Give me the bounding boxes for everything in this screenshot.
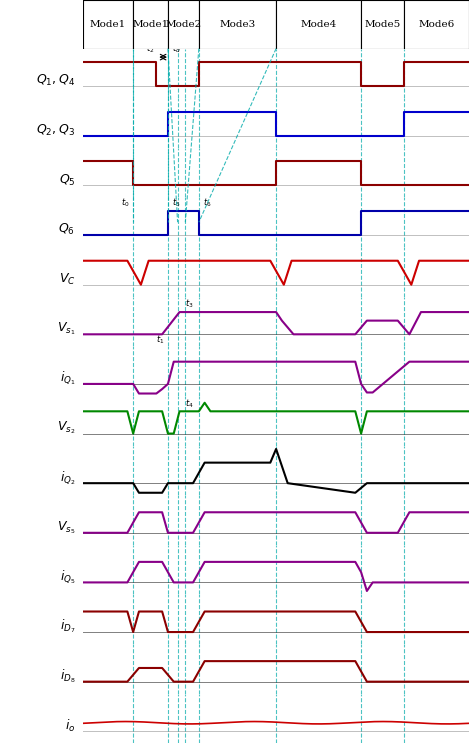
Bar — [83, 0, 133, 49]
Text: $i_{Q_2}$: $i_{Q_2}$ — [60, 469, 75, 486]
Text: $t_3$: $t_3$ — [185, 298, 194, 311]
Text: $Q_5$: $Q_5$ — [59, 173, 75, 187]
Text: Mode5: Mode5 — [364, 19, 401, 29]
Bar — [199, 0, 276, 49]
Text: $i_{D_7}$: $i_{D_7}$ — [60, 618, 75, 636]
Text: $V_C$: $V_C$ — [59, 272, 75, 287]
Text: $Q_6$: $Q_6$ — [58, 222, 75, 238]
Text: $V_{s_1}$: $V_{s_1}$ — [57, 320, 75, 337]
Bar — [168, 0, 199, 49]
Text: $i_o$: $i_o$ — [65, 718, 75, 734]
Text: $t_2$: $t_2$ — [146, 43, 155, 55]
Bar — [361, 0, 403, 49]
Text: Mode1: Mode1 — [90, 19, 126, 29]
Text: Mode6: Mode6 — [418, 19, 455, 29]
Text: $V_{s_2}$: $V_{s_2}$ — [57, 420, 75, 436]
Text: $t_d$: $t_d$ — [172, 43, 181, 55]
Text: $t_0$: $t_0$ — [121, 197, 130, 209]
Text: $i_{Q_1}$: $i_{Q_1}$ — [60, 370, 75, 388]
Text: $i_{Q_5}$: $i_{Q_5}$ — [60, 568, 75, 586]
Bar — [133, 0, 168, 49]
Text: Mode2: Mode2 — [165, 19, 201, 29]
Text: $Q_1,Q_4$: $Q_1,Q_4$ — [36, 73, 75, 88]
Text: Mode4: Mode4 — [301, 19, 337, 29]
Text: $t_1$: $t_1$ — [156, 334, 164, 347]
Text: $i_{D_8}$: $i_{D_8}$ — [60, 668, 75, 685]
Text: $t_5$: $t_5$ — [172, 197, 180, 209]
Bar — [276, 0, 361, 49]
Text: Mode1: Mode1 — [132, 19, 169, 29]
Bar — [403, 0, 469, 49]
Text: $t_4$: $t_4$ — [185, 397, 194, 409]
Text: $t_6$: $t_6$ — [203, 197, 211, 209]
Text: Mode3: Mode3 — [219, 19, 255, 29]
Text: $Q_2,Q_3$: $Q_2,Q_3$ — [36, 123, 75, 138]
Text: $V_{s_5}$: $V_{s_5}$ — [57, 519, 75, 536]
